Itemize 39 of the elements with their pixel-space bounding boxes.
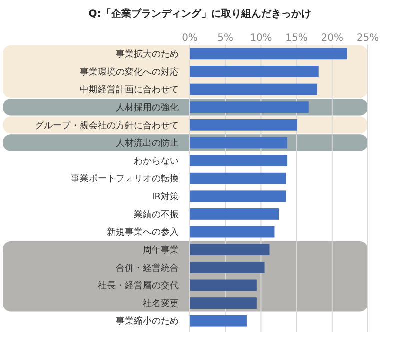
bar (190, 244, 270, 256)
y-tick-label: 人材採用の強化 (116, 102, 179, 114)
y-tick-label: 事業ポートフォリオの転換 (71, 174, 179, 185)
x-tick-label: 25% (356, 33, 380, 44)
bar (190, 137, 288, 149)
bar (190, 119, 298, 131)
y-tick-label: 人材流出の防止 (116, 138, 179, 150)
y-tick-label: 周年事業 (143, 244, 179, 256)
bar (190, 262, 265, 274)
y-tick-label: 事業拡大のため (116, 49, 179, 60)
y-tick-label: 事業縮小のため (116, 316, 179, 328)
bar (190, 315, 247, 327)
x-tick-label: 0% (182, 33, 198, 44)
bar (190, 172, 286, 184)
y-tick-label: IR対策 (152, 192, 179, 203)
y-tick-label: 社長・経営層の交代 (98, 280, 179, 292)
bar (190, 48, 348, 60)
bar (190, 280, 257, 292)
x-tick-label: 15% (286, 33, 308, 44)
bar (190, 102, 309, 114)
bar (190, 84, 318, 96)
y-tick-label: わからない (134, 156, 179, 167)
x-tick-label: 10% (250, 33, 272, 44)
x-tick-label: 5% (218, 33, 234, 44)
y-tick-label: 社名変更 (143, 298, 179, 310)
bar (190, 155, 288, 166)
y-tick-label: 事業環境の変化への対応 (80, 66, 179, 78)
bar (190, 298, 257, 309)
y-tick-label: 合併・経営統合 (116, 262, 179, 274)
y-tick-label: 中期経営計画に合わせて (80, 84, 179, 96)
chart-title: Q:「企業ブランディング」に取り組んだきっかけ (88, 8, 312, 20)
x-tick-label: 20% (321, 33, 344, 44)
bar (190, 208, 279, 220)
y-tick-label: 新規事業への参入 (107, 227, 179, 238)
bar (190, 226, 275, 238)
y-tick-label: 業績の不振 (134, 209, 179, 220)
y-tick-label: グループ・親会社の方針に合わせて (35, 120, 179, 132)
bar (190, 190, 286, 202)
bar (190, 66, 319, 78)
